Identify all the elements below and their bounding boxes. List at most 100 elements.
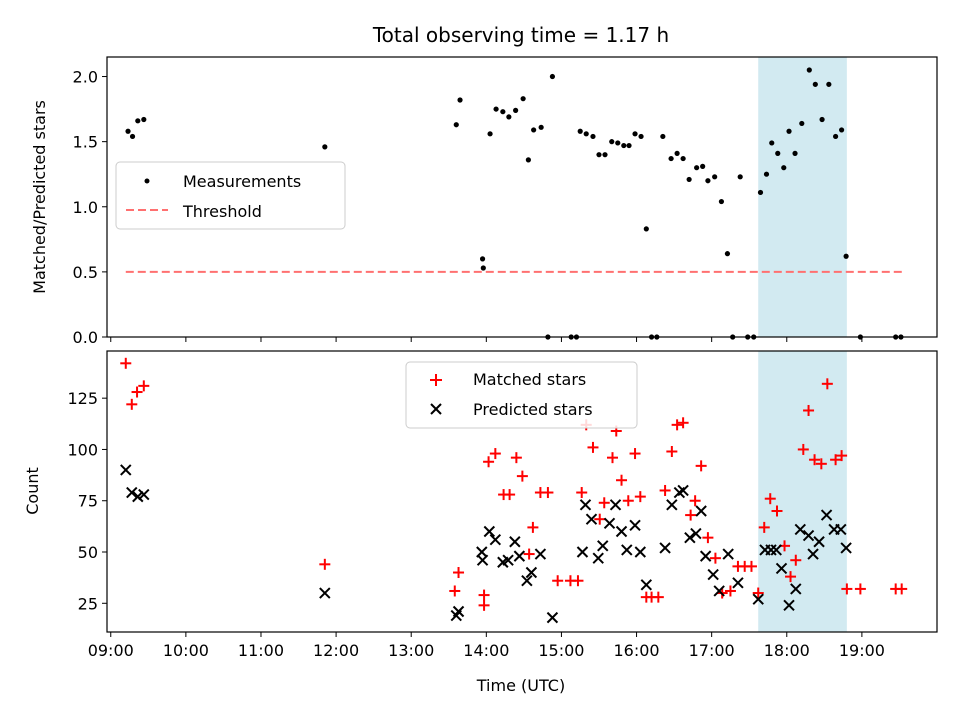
measurement-point — [839, 127, 845, 133]
measurement-point — [531, 127, 537, 133]
predicted-point — [722, 548, 734, 560]
measurement-point — [125, 128, 131, 134]
matched-point — [598, 497, 610, 509]
predicted-point — [120, 464, 132, 476]
bottom-xtick-label: 14:00 — [463, 641, 509, 660]
measurement-point — [626, 142, 632, 149]
matched-point — [724, 585, 736, 597]
predicted-point — [677, 484, 689, 497]
top-ytick-label: 2.0 — [73, 68, 98, 87]
predicted-point — [713, 585, 725, 597]
measurement-point — [643, 226, 649, 232]
matched-point — [752, 587, 764, 599]
bottom-x-axis: 09:00 10:00 11:00 12:00 13:00 14:00 15:00 16:00… — [88, 632, 885, 660]
predicted-point — [634, 546, 647, 558]
top-y-axis: 0.0 0.5 1.0 1.5 2.0 — [73, 68, 107, 347]
matched-point — [785, 571, 797, 583]
matched-point — [671, 419, 683, 431]
matched-point — [659, 484, 671, 496]
bottom-legend: Matched stars Predicted stars — [405, 361, 638, 429]
bottom-ytick-label: 125 — [67, 389, 98, 408]
measurement-point — [632, 131, 638, 137]
predicted-point — [835, 523, 847, 536]
measurement-point — [453, 122, 459, 128]
predicted-point — [489, 533, 502, 546]
top-plot-frame — [106, 56, 938, 338]
predicted-point — [319, 587, 331, 599]
bottom-legend-box — [405, 361, 638, 429]
predicted-point — [840, 542, 852, 554]
legend-predicted-label: Predicted stars — [473, 400, 593, 419]
measurement-point — [674, 150, 680, 156]
predicted-point — [802, 529, 815, 542]
measurement-point — [141, 116, 147, 123]
bottom-panel: 25 50 75 100 125 09:00 10:00 11:00 12:00 13:00 14… — [23, 350, 938, 695]
matched-point — [809, 454, 821, 466]
measurement-point — [590, 133, 596, 140]
measurement-point — [577, 128, 583, 134]
measurement-point — [638, 133, 644, 140]
bottom-xtick-label: 19:00 — [839, 641, 885, 660]
measurement-point — [694, 165, 700, 171]
matched-point — [587, 441, 599, 453]
predicted-point — [783, 599, 795, 612]
top-ytick-label: 0.0 — [73, 328, 98, 347]
bottom-xtick-label: 13:00 — [388, 641, 434, 660]
legend-predicted-marker — [430, 403, 442, 415]
top-legend-box — [115, 161, 346, 230]
measurement-point — [525, 157, 531, 163]
matched-point — [527, 521, 539, 533]
matched-point — [516, 470, 528, 482]
measurement-point — [500, 109, 506, 115]
matched-point — [854, 583, 866, 595]
matched-point — [797, 443, 809, 455]
matched-point — [836, 450, 848, 462]
matched-point — [709, 552, 721, 564]
measurement-point — [737, 174, 743, 180]
measurement-point — [487, 131, 493, 137]
bottom-ytick-label: 100 — [67, 440, 98, 459]
measurement-point — [819, 116, 825, 123]
predicted-point — [807, 548, 819, 560]
figure-title: Total observing time = 1.17 h — [372, 23, 669, 47]
matched-point — [702, 532, 714, 544]
top-ytick-label: 1.0 — [73, 198, 98, 217]
matched-point — [830, 454, 842, 466]
measurement-point — [686, 176, 692, 183]
bottom-y-axis: 25 50 75 100 125 — [67, 389, 107, 613]
predicted-point — [794, 523, 807, 536]
predicted-point — [502, 554, 514, 566]
measurement-point — [615, 140, 621, 146]
matched-point — [771, 505, 783, 517]
measurement-point — [775, 150, 781, 156]
bottom-ytick-label: 25 — [78, 594, 98, 613]
measurement-point — [832, 133, 839, 140]
predicted-point — [820, 509, 833, 521]
measurement-point — [826, 81, 832, 87]
legend-matched-label: Matched stars — [473, 370, 586, 389]
predicted-point — [534, 548, 547, 560]
matched-point — [815, 458, 827, 470]
matched-point — [449, 585, 461, 597]
legend-measurements-marker — [144, 178, 150, 184]
matched-point — [790, 554, 802, 566]
measurement-point — [583, 131, 589, 137]
matched-point — [652, 591, 664, 603]
predicted-point — [476, 554, 489, 566]
measurement-point — [520, 96, 526, 102]
top-highlight-band — [758, 57, 847, 337]
measurement-point — [135, 118, 141, 124]
measurement-point — [493, 106, 499, 112]
matched-point — [131, 386, 143, 398]
matched-point — [689, 495, 701, 507]
predicted-point — [684, 531, 696, 544]
predicted-point — [592, 552, 604, 564]
matched-point — [896, 583, 908, 595]
matched-point — [764, 493, 776, 505]
predicted-point — [576, 546, 589, 558]
bottom-xtick-label: 10:00 — [163, 641, 209, 660]
measurement-point — [506, 114, 512, 120]
matched-point — [138, 380, 150, 392]
matched-point — [616, 474, 628, 486]
bottom-xlabel: Time (UTC) — [476, 676, 565, 695]
